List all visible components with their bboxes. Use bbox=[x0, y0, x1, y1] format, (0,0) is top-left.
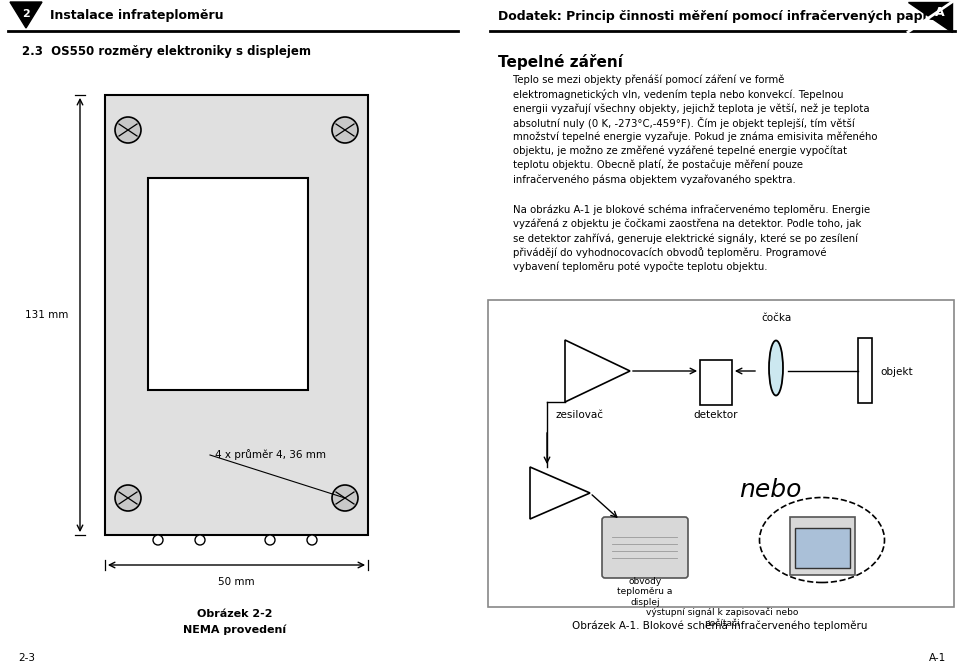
Text: se detektor zahřívá, generuje elektrické signály, které se po zesílení: se detektor zahřívá, generuje elektrické… bbox=[513, 233, 858, 244]
Text: 50 mm: 50 mm bbox=[218, 577, 254, 587]
Bar bbox=[700, 360, 732, 405]
Text: A-1: A-1 bbox=[928, 653, 946, 663]
Text: Tepelné záření: Tepelné záření bbox=[498, 54, 623, 70]
FancyBboxPatch shape bbox=[602, 517, 688, 578]
Text: čočka: čočka bbox=[761, 313, 791, 323]
Circle shape bbox=[115, 117, 141, 143]
Text: 2: 2 bbox=[22, 9, 30, 19]
Circle shape bbox=[332, 485, 358, 511]
Circle shape bbox=[307, 535, 317, 545]
Text: teplotu objektu. Obecně platí, že postačuje měření pouze: teplotu objektu. Obecně platí, že postač… bbox=[513, 160, 803, 171]
Polygon shape bbox=[565, 340, 630, 402]
Text: přivádějí do vyhodnocovacích obvodů teploměru. Programové: přivádějí do vyhodnocovacích obvodů tepl… bbox=[513, 247, 827, 258]
Text: Obrázek A-1. Blokové schéma infračerveného teploměru: Obrázek A-1. Blokové schéma infračervené… bbox=[572, 621, 868, 632]
Bar bbox=[858, 338, 872, 403]
Text: detektor: detektor bbox=[694, 410, 738, 420]
Circle shape bbox=[332, 117, 358, 143]
Text: A: A bbox=[935, 7, 945, 19]
Text: výstupní signál k zapisovači nebo
počítači: výstupní signál k zapisovači nebo počíta… bbox=[646, 607, 798, 628]
Text: obvody
teploměru a
displej: obvody teploměru a displej bbox=[617, 577, 673, 607]
Polygon shape bbox=[530, 467, 590, 519]
Circle shape bbox=[195, 535, 205, 545]
Circle shape bbox=[153, 535, 163, 545]
Text: 2.3  OS550 rozměry elektroniky s displejem: 2.3 OS550 rozměry elektroniky s displeje… bbox=[22, 45, 311, 58]
Text: elektromagnetických vln, vedením tepla nebo konvekcí. Tepelnou: elektromagnetických vln, vedením tepla n… bbox=[513, 89, 844, 100]
Text: 4 x průměr 4, 36 mm: 4 x průměr 4, 36 mm bbox=[215, 450, 326, 460]
Text: energii vyzařují všechny objekty, jejichž teplota je větší, než je teplota: energii vyzařují všechny objekty, jejich… bbox=[513, 103, 870, 114]
Text: 131 mm: 131 mm bbox=[25, 310, 68, 320]
Text: objektu, je možno ze změřené vyzářené tepelné energie vypočítat: objektu, je možno ze změřené vyzářené te… bbox=[513, 146, 847, 157]
Text: Dodatek: Princip činnosti měření pomocí infračervených paprsků: Dodatek: Princip činnosti měření pomocí … bbox=[498, 9, 953, 23]
Polygon shape bbox=[10, 2, 42, 28]
Text: nebo: nebo bbox=[739, 478, 802, 502]
Bar bbox=[105, 95, 368, 535]
Text: infračerveného pásma objektem vyzařovaného spektra.: infračerveného pásma objektem vyzařované… bbox=[513, 174, 796, 185]
Text: Instalace infrateploměru: Instalace infrateploměru bbox=[50, 9, 224, 23]
Bar bbox=[790, 517, 855, 575]
Text: zesilovač: zesilovač bbox=[556, 410, 604, 420]
Text: Obrázek 2-2: Obrázek 2-2 bbox=[197, 609, 273, 619]
Text: NEMA provedení: NEMA provedení bbox=[183, 625, 287, 636]
Text: množství tepelné energie vyzařuje. Pokud je známa emisivita měřeného: množství tepelné energie vyzařuje. Pokud… bbox=[513, 132, 877, 142]
Text: vybavení teploměru poté vypočte teplotu objektu.: vybavení teploměru poté vypočte teplotu … bbox=[513, 262, 767, 272]
Circle shape bbox=[265, 535, 275, 545]
Text: Teplo se mezi objekty přenáší pomocí záření ve formě: Teplo se mezi objekty přenáší pomocí zář… bbox=[513, 75, 784, 85]
Text: objekt: objekt bbox=[880, 367, 913, 377]
Circle shape bbox=[115, 485, 141, 511]
Bar bbox=[795, 528, 850, 568]
Ellipse shape bbox=[769, 341, 783, 395]
Bar bbox=[488, 300, 954, 607]
Text: vyzářená z objektu je čočkami zaostřena na detektor. Podle toho, jak: vyzářená z objektu je čočkami zaostřena … bbox=[513, 219, 861, 229]
Text: 2-3: 2-3 bbox=[18, 653, 35, 663]
Polygon shape bbox=[908, 2, 952, 32]
Bar bbox=[148, 178, 308, 390]
Text: Na obrázku A-1 je blokové schéma infračervenémo teploměru. Energie: Na obrázku A-1 je blokové schéma infrače… bbox=[513, 205, 870, 215]
Text: absolutní nuly (0 K, -273°C,-459°F). Čím je objekt teplejší, tím větší: absolutní nuly (0 K, -273°C,-459°F). Čím… bbox=[513, 116, 854, 128]
